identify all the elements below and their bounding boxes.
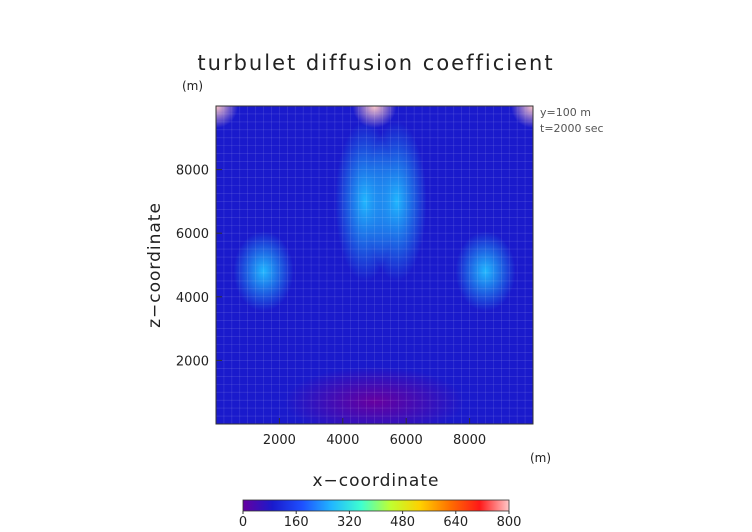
y-ticks: 2000 4000 6000 8000 (176, 164, 222, 369)
y-tick-label: 2000 (176, 354, 209, 369)
y-tick-label: 6000 (176, 227, 209, 242)
plot-frame (215, 105, 534, 425)
x-ticks: 2000 4000 6000 8000 (263, 418, 486, 448)
colorbar-tick-label: 320 (337, 515, 362, 530)
x-tick-label: 6000 (390, 433, 423, 448)
colorbar-tick-label: 640 (443, 515, 468, 530)
y-unit-label: (m) (182, 79, 203, 93)
heatmap-feature (455, 231, 516, 312)
colorbar-tick-label: 480 (390, 515, 415, 530)
heatmap-field (216, 106, 533, 424)
y-tick-label: 8000 (176, 164, 209, 179)
x-tick-label: 8000 (453, 433, 486, 448)
heatmap-feature (216, 106, 238, 128)
y-tick-label: 4000 (176, 291, 209, 306)
colorbar-tick-label: 800 (497, 515, 522, 530)
x-unit-label: (m) (530, 451, 551, 465)
colorbar (242, 499, 510, 512)
y-axis-label: z−coordinate (145, 202, 165, 328)
x-tick-label: 4000 (326, 433, 359, 448)
chart-title: turbulet diffusion coefficient (197, 51, 554, 75)
x-axis-label: x−coordinate (313, 471, 440, 491)
colorbar-tick-label: 0 (239, 515, 247, 530)
heatmap-feature (284, 366, 465, 424)
heatmap-feature (511, 106, 533, 128)
colorbar-tick-label: 160 (284, 515, 309, 530)
x-tick-label: 2000 (263, 433, 296, 448)
annotation-y-position: y=100 m (540, 106, 591, 119)
heatmap-feature (233, 231, 294, 312)
colorbar-ticks: 0 160 320 480 640 800 (239, 511, 522, 530)
grid-lines (216, 106, 533, 424)
annotation-time: t=2000 sec (540, 122, 604, 135)
heatmap-feature (366, 121, 427, 282)
